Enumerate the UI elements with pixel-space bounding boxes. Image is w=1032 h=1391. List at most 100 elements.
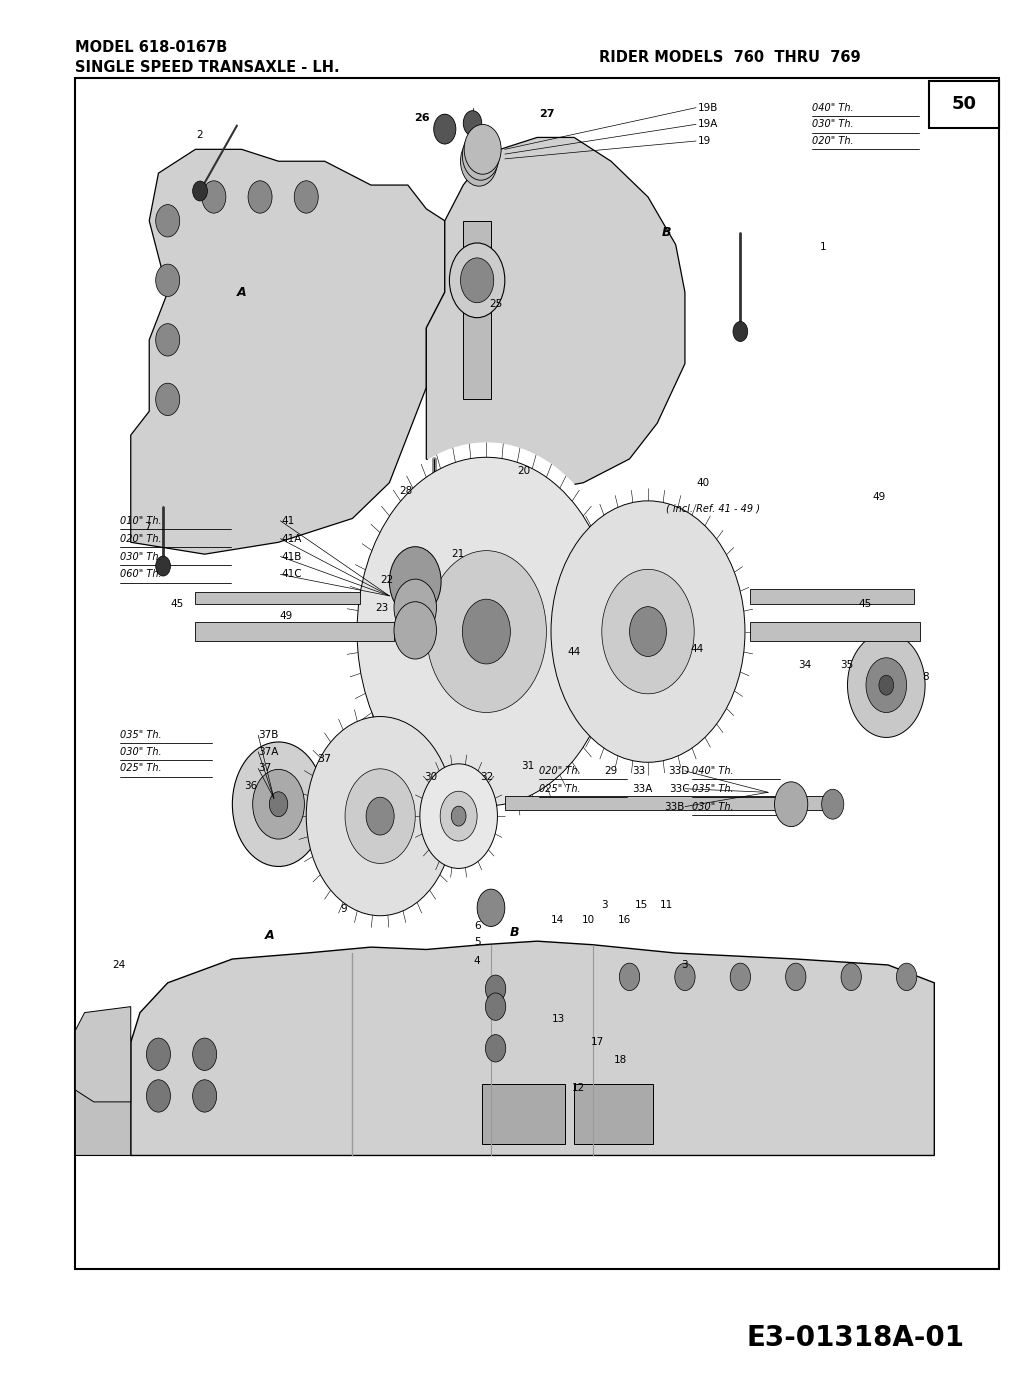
Text: 41: 41	[282, 516, 294, 526]
Text: 3: 3	[681, 960, 688, 970]
Text: B: B	[662, 227, 671, 239]
Text: 22: 22	[380, 576, 393, 586]
Ellipse shape	[193, 1038, 217, 1071]
Text: 8: 8	[922, 672, 929, 682]
Text: 23: 23	[376, 602, 389, 613]
Polygon shape	[75, 1007, 131, 1102]
Ellipse shape	[460, 257, 493, 303]
Ellipse shape	[542, 488, 754, 775]
Text: 030" Th.: 030" Th.	[120, 552, 161, 562]
Ellipse shape	[451, 807, 466, 826]
Text: 035" Th.: 035" Th.	[692, 783, 734, 794]
Text: 33B: 33B	[665, 801, 685, 811]
Ellipse shape	[731, 963, 750, 990]
Polygon shape	[131, 942, 934, 1156]
Text: 36: 36	[245, 782, 257, 791]
Text: 50: 50	[952, 96, 976, 113]
Text: 040" Th.: 040" Th.	[812, 103, 854, 113]
Polygon shape	[131, 149, 445, 554]
Polygon shape	[426, 138, 685, 495]
Text: ( incl. Ref. 41 - 49 ): ( incl. Ref. 41 - 49 )	[667, 504, 761, 513]
Text: 41C: 41C	[282, 569, 302, 580]
Text: E3-01318A-01: E3-01318A-01	[747, 1324, 965, 1352]
Text: SINGLE SPEED TRANSAXLE - LH.: SINGLE SPEED TRANSAXLE - LH.	[75, 60, 340, 75]
Text: 49: 49	[280, 611, 292, 622]
Ellipse shape	[602, 569, 695, 694]
Ellipse shape	[460, 136, 497, 186]
Text: 37: 37	[258, 764, 271, 773]
Ellipse shape	[426, 551, 546, 712]
Text: 18: 18	[614, 1056, 626, 1066]
Text: 9: 9	[340, 904, 347, 914]
Ellipse shape	[156, 324, 180, 356]
Text: 24: 24	[112, 960, 126, 970]
Text: 33: 33	[633, 766, 646, 776]
Ellipse shape	[394, 602, 437, 659]
Bar	[482, 1084, 565, 1143]
Bar	[929, 81, 999, 128]
Text: 37A: 37A	[258, 747, 279, 757]
Text: 28: 28	[399, 485, 413, 497]
Text: 41B: 41B	[282, 552, 301, 562]
Text: 30: 30	[424, 772, 438, 782]
Text: 15: 15	[635, 900, 648, 911]
Ellipse shape	[433, 114, 456, 145]
Ellipse shape	[346, 442, 626, 821]
Ellipse shape	[253, 769, 304, 839]
Ellipse shape	[156, 264, 180, 296]
Text: 4: 4	[474, 957, 481, 967]
Text: 13: 13	[552, 1014, 566, 1024]
Text: 37: 37	[317, 754, 331, 764]
Ellipse shape	[147, 1079, 170, 1113]
Bar	[463, 221, 491, 399]
Text: 27: 27	[539, 108, 554, 118]
Bar	[505, 796, 833, 810]
Ellipse shape	[675, 963, 696, 990]
Text: 030" Th.: 030" Th.	[812, 120, 854, 129]
Polygon shape	[75, 1031, 131, 1156]
Text: 17: 17	[590, 1038, 604, 1047]
Ellipse shape	[156, 383, 180, 416]
Ellipse shape	[879, 675, 894, 696]
Text: 33D: 33D	[669, 766, 689, 776]
Ellipse shape	[345, 769, 415, 864]
Text: 11: 11	[659, 900, 673, 911]
Ellipse shape	[462, 131, 499, 181]
Ellipse shape	[897, 963, 916, 990]
Text: 49: 49	[872, 492, 885, 502]
Text: 19B: 19B	[698, 103, 718, 113]
Text: 37B: 37B	[258, 730, 279, 740]
Ellipse shape	[294, 181, 318, 213]
Text: RIDER MODELS  760  THRU  769: RIDER MODELS 760 THRU 769	[599, 50, 861, 65]
Text: 020" Th.: 020" Th.	[812, 136, 854, 146]
Ellipse shape	[485, 1035, 506, 1061]
Text: A: A	[264, 929, 275, 942]
Bar	[574, 1084, 652, 1143]
Text: 2: 2	[197, 129, 203, 140]
Text: 7: 7	[144, 522, 151, 531]
Text: 12: 12	[572, 1082, 585, 1092]
Text: 1: 1	[820, 242, 827, 252]
Ellipse shape	[733, 321, 748, 341]
Bar	[195, 622, 394, 641]
Text: A: A	[236, 285, 247, 299]
Text: 040" Th.: 040" Th.	[692, 766, 734, 776]
Ellipse shape	[847, 633, 925, 737]
Ellipse shape	[156, 204, 180, 236]
Text: 19: 19	[698, 136, 711, 146]
Text: 025" Th.: 025" Th.	[120, 764, 161, 773]
Ellipse shape	[551, 501, 745, 762]
Ellipse shape	[821, 789, 844, 819]
Ellipse shape	[156, 556, 170, 576]
Text: 25: 25	[489, 299, 503, 309]
Text: 030" Th.: 030" Th.	[692, 801, 734, 811]
Text: 20: 20	[517, 466, 530, 476]
Text: 44: 44	[690, 644, 704, 654]
Text: 34: 34	[799, 659, 811, 670]
Text: 035" Th.: 035" Th.	[120, 730, 161, 740]
Ellipse shape	[357, 458, 616, 805]
Text: 3: 3	[602, 900, 608, 911]
Text: 33A: 33A	[633, 783, 652, 794]
Text: 40: 40	[697, 477, 710, 488]
Ellipse shape	[485, 993, 506, 1021]
